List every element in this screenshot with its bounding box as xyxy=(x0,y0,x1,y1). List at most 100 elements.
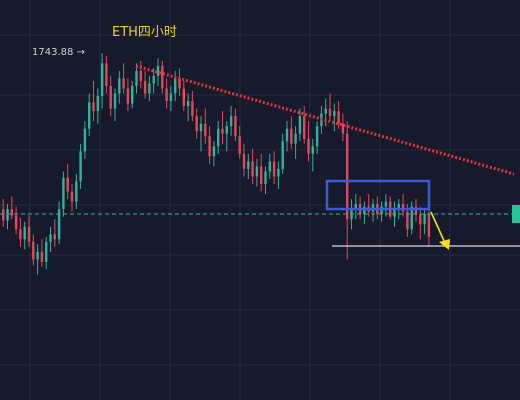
candle-body xyxy=(23,226,26,240)
candle-body xyxy=(384,201,388,207)
candle-body xyxy=(109,85,112,109)
candle-body xyxy=(225,126,228,134)
breakdown-arrow xyxy=(430,211,450,250)
candle-body xyxy=(397,204,400,210)
candle-body xyxy=(100,63,104,96)
candle-body xyxy=(311,146,314,154)
candle-body xyxy=(272,161,276,177)
candle-body xyxy=(96,96,99,112)
candle-body xyxy=(135,70,138,86)
candle-body xyxy=(315,126,319,147)
candle-body xyxy=(419,214,422,225)
candle-body xyxy=(57,209,61,240)
candle-body xyxy=(380,206,383,215)
candle-body xyxy=(268,161,271,172)
consolidation-box xyxy=(325,179,431,211)
candle-body xyxy=(14,215,18,230)
candle-body xyxy=(337,111,340,124)
candle-body xyxy=(393,209,396,217)
candle-body xyxy=(131,85,134,104)
candle-body xyxy=(427,214,431,237)
candle-body xyxy=(113,93,117,109)
candle-body xyxy=(229,116,233,127)
candle-body xyxy=(88,102,91,129)
candle-body xyxy=(212,146,216,157)
candle-body xyxy=(165,88,168,102)
candle-body xyxy=(303,116,306,139)
candle-body xyxy=(83,128,87,152)
candle-body xyxy=(10,209,13,216)
candle-body xyxy=(238,136,241,154)
high-price-label: 1743.88 → xyxy=(32,47,85,58)
candle-body xyxy=(221,128,224,134)
candle-body xyxy=(169,93,173,102)
candle-body xyxy=(40,251,44,262)
candle-body xyxy=(234,116,237,137)
candle-body xyxy=(354,204,357,210)
candle-body xyxy=(260,166,263,184)
candle-body xyxy=(414,206,418,215)
descending-trendline xyxy=(135,64,515,176)
candle-body xyxy=(255,166,259,177)
candle-body xyxy=(27,226,31,242)
candle-body xyxy=(161,65,164,89)
candle-body xyxy=(410,206,413,230)
candle-body xyxy=(251,161,254,177)
candle-body xyxy=(105,63,108,86)
candle-body xyxy=(294,133,297,144)
candle-body xyxy=(19,229,22,240)
candle-body xyxy=(195,116,198,132)
candle-body xyxy=(143,80,147,94)
candle-body xyxy=(264,171,267,184)
candle-body xyxy=(70,191,74,202)
candle-body xyxy=(204,123,207,137)
candle-body xyxy=(126,88,130,104)
candle-body xyxy=(307,138,310,154)
candle-body xyxy=(32,241,35,260)
candle-body xyxy=(182,88,185,107)
candle-body xyxy=(122,78,125,89)
candle-body xyxy=(199,123,203,132)
candle-body xyxy=(247,161,250,169)
candle-body xyxy=(324,108,327,114)
candle-body xyxy=(148,83,151,94)
candle-body xyxy=(281,141,284,169)
candle-body xyxy=(423,214,426,225)
candle-body xyxy=(156,65,160,76)
candle-body xyxy=(75,181,78,202)
candle-body xyxy=(341,123,345,134)
candle-body xyxy=(290,128,293,144)
candle-body xyxy=(62,177,65,210)
candle-body xyxy=(298,116,302,134)
candle-body xyxy=(79,151,82,182)
candle-body xyxy=(333,111,336,117)
candle-body xyxy=(152,75,155,84)
candle-body xyxy=(217,128,220,147)
candle-body xyxy=(36,251,39,260)
candle-body xyxy=(178,78,181,89)
candle-body xyxy=(406,211,409,230)
chart-title: ETH四小时 xyxy=(112,25,177,40)
candle-body xyxy=(363,206,366,215)
candle-body xyxy=(174,78,177,94)
candle-body xyxy=(242,153,246,169)
candle-body xyxy=(66,177,69,192)
current-price-tag xyxy=(512,205,520,223)
candle-body xyxy=(285,128,289,142)
candle-body xyxy=(53,234,56,240)
candle-body xyxy=(191,101,194,117)
candle-body xyxy=(346,133,349,220)
candle-body xyxy=(6,209,9,221)
candle-body xyxy=(92,102,95,112)
candle-body xyxy=(2,209,5,221)
candle-body xyxy=(139,70,142,81)
candle-body xyxy=(328,108,332,117)
candle-body xyxy=(186,101,190,107)
candle-body xyxy=(49,234,52,242)
candle-body xyxy=(277,168,280,177)
candle-body xyxy=(45,241,48,262)
